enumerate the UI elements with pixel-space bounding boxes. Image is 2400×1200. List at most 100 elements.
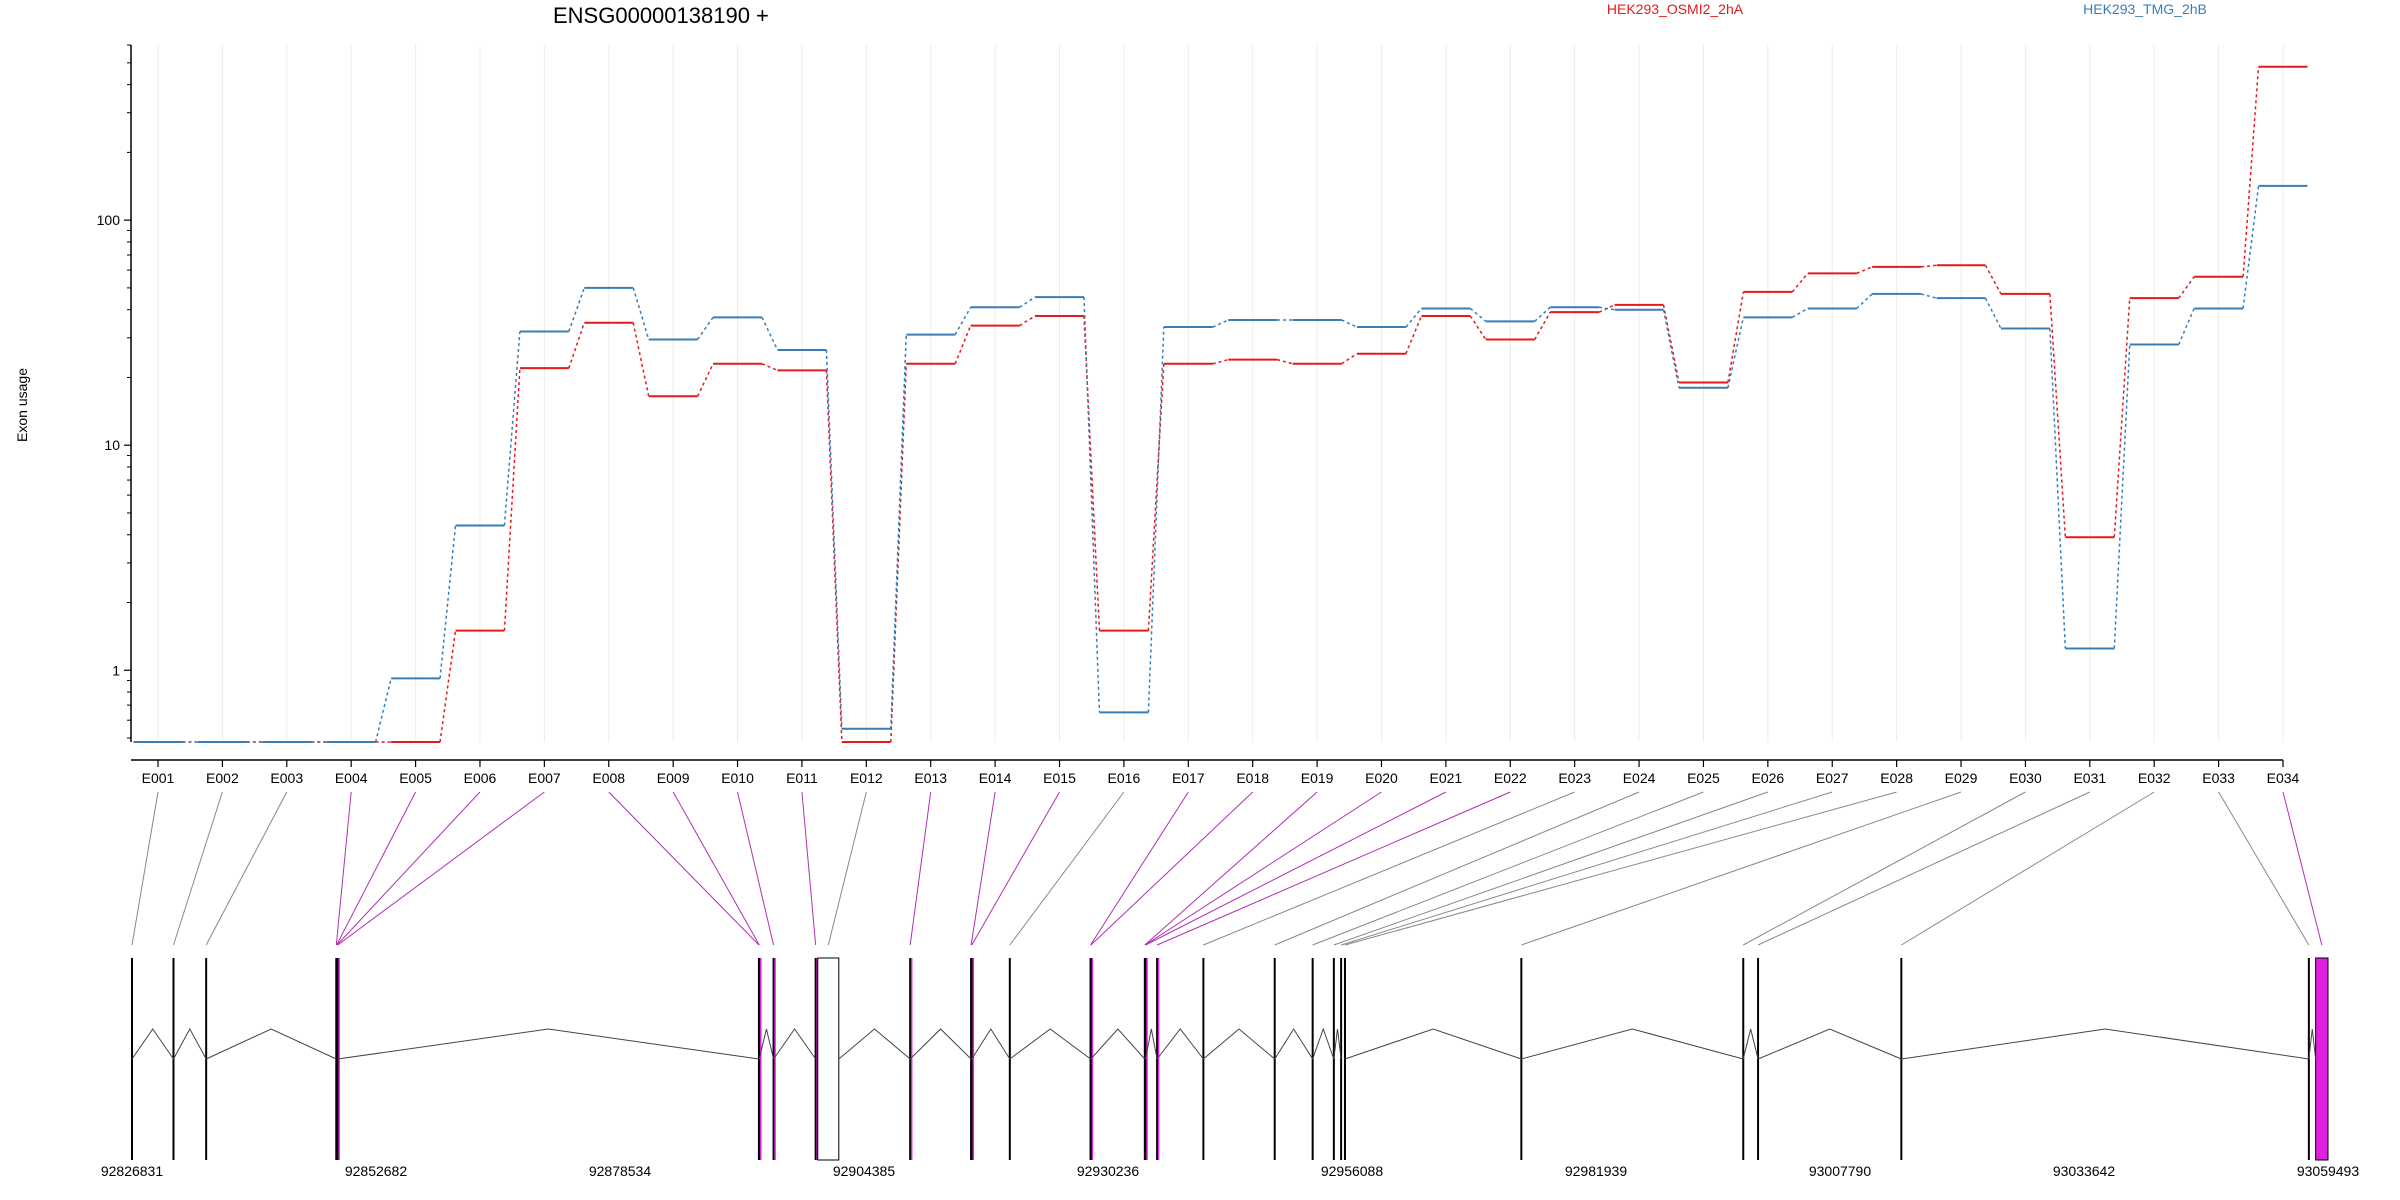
- exon-connector: [173, 791, 223, 946]
- exon-connector: [336, 791, 417, 946]
- series-connector: [1083, 315, 1101, 631]
- series-connector: [1984, 297, 2002, 329]
- series-connector: [2178, 276, 2195, 299]
- x-tick-label: E004: [335, 770, 368, 786]
- x-tick-label: E023: [1558, 770, 1591, 786]
- series-connector: [1856, 293, 1873, 310]
- intron-line: [173, 1027, 207, 1060]
- exon-connector: [1312, 791, 1704, 946]
- coordinate-label: 92904385: [833, 1163, 896, 1179]
- y-tick-label: 1: [112, 662, 120, 678]
- intron-line: [1156, 1028, 1204, 1060]
- exon-connectors: [131, 791, 2323, 946]
- series-connector: [2242, 66, 2260, 277]
- series-connector: [1083, 297, 1101, 713]
- intron-line: [205, 1028, 337, 1060]
- series-connector: [1341, 353, 1358, 365]
- intron-line: [1333, 1028, 1342, 1060]
- series-connector: [1984, 264, 2002, 295]
- exon-connector: [1340, 791, 1833, 946]
- series-connector: [697, 316, 714, 340]
- exon-connector: [672, 791, 760, 946]
- series-connector: [1534, 311, 1551, 340]
- intron-line: [1344, 1028, 1522, 1060]
- x-tick-label: E033: [2202, 770, 2235, 786]
- legend: HEK293_OSMI2_2hA HEK293_TMG_2hB: [1607, 1, 2207, 17]
- genomic-coordinate-axis: 92826831 92852682 92878534 92904385 92930236…: [101, 1163, 2360, 1179]
- series-connector: [696, 363, 714, 397]
- intron-line: [1757, 1028, 1902, 1060]
- series-connector: [1019, 315, 1036, 327]
- exon-connector: [971, 791, 1060, 946]
- x-tick-label: E022: [1494, 770, 1527, 786]
- series-connector: [1469, 315, 1487, 340]
- legend-entry: HEK293_TMG_2hB: [2083, 1, 2207, 17]
- exon-connector: [1344, 791, 1897, 946]
- exon-connector: [737, 791, 775, 946]
- series-connector: [439, 525, 457, 679]
- x-tick-label: E017: [1172, 770, 1205, 786]
- exon-connector: [1090, 791, 1254, 946]
- series-connector: [2177, 308, 2195, 345]
- exon-connector: [205, 791, 288, 946]
- exon-connector: [335, 791, 352, 946]
- series-connector: [2242, 185, 2260, 309]
- exon-connector: [1333, 791, 1769, 946]
- coordinate-label: 93007790: [1809, 1163, 1872, 1179]
- legend-entry: HEK293_OSMI2_2hA: [1607, 1, 1744, 17]
- series-connector: [568, 322, 585, 369]
- x-tick-label: E015: [1043, 770, 1076, 786]
- x-tick-label: E010: [721, 770, 754, 786]
- series-connector: [954, 306, 972, 335]
- intron-line: [773, 1028, 817, 1060]
- series-connector: [1791, 272, 1809, 293]
- exon-connector: [2282, 791, 2323, 946]
- coordinate-label: 92930236: [1077, 1163, 1140, 1179]
- series-connector: [1920, 293, 1937, 299]
- series-connector: [1856, 266, 1873, 275]
- series-connector: [761, 316, 779, 351]
- intron-line: [1312, 1027, 1335, 1060]
- x-tick-label: E002: [206, 770, 239, 786]
- exon-connector: [1901, 791, 2155, 946]
- intron-line: [1901, 1028, 2309, 1060]
- series-connector: [1791, 307, 1809, 318]
- x-tick-label: E029: [1945, 770, 1978, 786]
- x-tick-label: E020: [1365, 770, 1398, 786]
- coordinate-label: 93033642: [2053, 1163, 2116, 1179]
- x-tick-label: E014: [979, 770, 1012, 786]
- x-tick-label: E006: [464, 770, 497, 786]
- series-connector: [632, 287, 650, 340]
- intron-line: [758, 1028, 775, 1060]
- intron-line: [1090, 1028, 1146, 1060]
- x-tick-label: E009: [657, 770, 690, 786]
- intron-line: [337, 1028, 760, 1060]
- exon-connector: [337, 791, 545, 946]
- series-connector: [439, 630, 457, 743]
- series-connector: [1276, 358, 1293, 365]
- exon-connector: [1144, 791, 1318, 946]
- series-connector: [825, 370, 843, 743]
- axes: 1 10 100 E001 E002 E003 E004 E005 E006 E007 E008 E0…: [97, 44, 2300, 786]
- exon-connector: [801, 791, 817, 946]
- x-tick-label: E013: [914, 770, 947, 786]
- series-connector: [1212, 358, 1229, 365]
- series-connector: [568, 287, 585, 332]
- x-tick-label: E034: [2267, 770, 2300, 786]
- exon-connector: [2218, 791, 2310, 946]
- exon-connector: [1156, 791, 1511, 946]
- exon-connector: [909, 791, 932, 946]
- x-tick-label: E031: [2073, 770, 2106, 786]
- exon-connector: [1757, 791, 2091, 946]
- series-connector: [1341, 319, 1358, 328]
- x-tick-label: E028: [1880, 770, 1913, 786]
- intron-line: [2308, 1028, 2317, 1060]
- series-connector: [2049, 293, 2067, 538]
- exon-connector: [1203, 791, 1575, 946]
- series-connector: [1147, 326, 1165, 713]
- series-connector: [1405, 308, 1422, 328]
- series-HEK293_OSMI2_2hA: [133, 65, 2308, 743]
- series-connector: [2113, 298, 2131, 538]
- intron-line: [1742, 1028, 1759, 1060]
